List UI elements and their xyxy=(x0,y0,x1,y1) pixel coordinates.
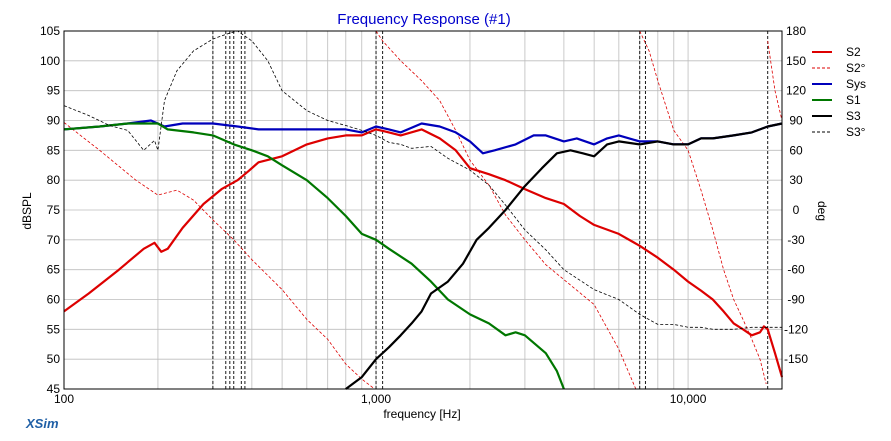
y-tick-label: 90 xyxy=(47,114,61,128)
legend-entry: S1 xyxy=(846,93,861,107)
plot-frame xyxy=(63,30,783,390)
y-tick-label: 65 xyxy=(47,263,61,277)
chart-title: Frequency Response (#1) xyxy=(337,11,510,28)
y2-tick-label: 60 xyxy=(789,143,803,157)
y-tick-label: 105 xyxy=(40,24,60,38)
y2-tick-label: -60 xyxy=(787,263,805,277)
series-s3-phase xyxy=(63,30,782,330)
y2-tick-label: 90 xyxy=(789,114,803,128)
y2-tick-label: -150 xyxy=(784,352,808,366)
y-tick-label: 75 xyxy=(47,203,61,217)
legend-entry: Sys xyxy=(846,77,866,91)
y2-axis-label: deg xyxy=(815,201,829,221)
series-s1 xyxy=(63,122,565,390)
y-tick-label: 60 xyxy=(47,293,61,307)
y2-tick-label: 0 xyxy=(793,203,800,217)
y-tick-label: 80 xyxy=(47,173,61,187)
plot-border xyxy=(63,30,783,390)
x-tick-label: 1,000 xyxy=(361,392,391,406)
legend-entry: S2° xyxy=(846,61,866,75)
xsim-brand: XSim xyxy=(25,416,59,431)
legend-entry: S2 xyxy=(846,45,861,59)
series-s2 xyxy=(63,128,784,378)
y2-tick-label: 150 xyxy=(786,54,806,68)
y-axis-label: dBSPL xyxy=(20,192,34,230)
series-s3 xyxy=(345,122,783,390)
y-tick-label: 55 xyxy=(47,322,61,336)
y2-tick-label: -90 xyxy=(787,293,805,307)
y-tick-label: 100 xyxy=(40,54,60,68)
legend: S2 S2° Sys S1 S3 S3° xyxy=(812,45,866,139)
series-layer xyxy=(63,30,784,390)
y-tick-label: 95 xyxy=(47,84,61,98)
legend-entry: S3 xyxy=(846,109,861,123)
x-axis-label: frequency [Hz] xyxy=(383,407,460,421)
x-ticks: 100 1,000 10,000 xyxy=(54,392,707,406)
y2-tick-label: 120 xyxy=(786,84,806,98)
y-tick-label: 50 xyxy=(47,352,61,366)
y-ticks: 45 50 55 60 65 70 75 80 85 90 95 100 105 xyxy=(40,24,60,396)
legend-entry: S3° xyxy=(846,125,866,139)
y-tick-label: 70 xyxy=(47,233,61,247)
y2-tick-label: -120 xyxy=(784,322,808,336)
y2-ticks: -150 -120 -90 -60 -30 0 30 60 90 120 150 180 xyxy=(784,24,808,366)
grid xyxy=(64,31,782,389)
x-tick-label: 10,000 xyxy=(670,392,707,406)
y2-tick-label: 180 xyxy=(786,24,806,38)
y-tick-label: 45 xyxy=(47,382,61,396)
y-tick-label: 85 xyxy=(47,143,61,157)
y2-tick-label: 30 xyxy=(789,173,803,187)
y2-tick-label: -30 xyxy=(787,233,805,247)
x-tick-label: 100 xyxy=(54,392,74,406)
